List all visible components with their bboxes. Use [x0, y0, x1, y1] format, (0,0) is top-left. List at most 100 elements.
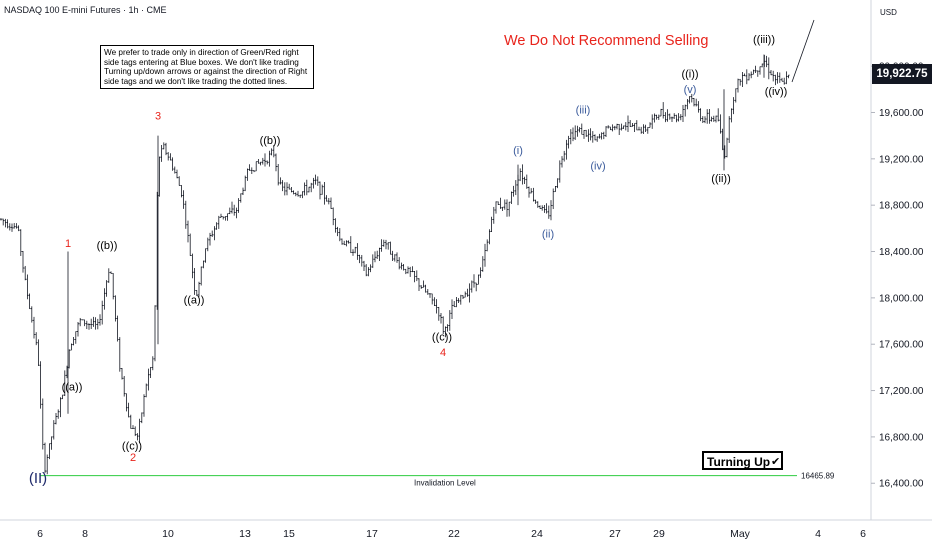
price-bar — [446, 324, 449, 332]
price-bar — [754, 65, 757, 74]
price-bar — [440, 312, 442, 324]
x-tick-label: 13 — [239, 528, 251, 540]
price-bar — [519, 168, 522, 182]
price-bar — [530, 188, 533, 194]
price-bar — [578, 127, 581, 133]
wave-label: (v) — [684, 84, 697, 96]
price-bar — [701, 116, 704, 124]
price-bar — [473, 274, 475, 288]
price-bar — [114, 295, 117, 322]
price-bar — [325, 195, 328, 202]
y-tick-label: 16,400.00 — [879, 479, 924, 490]
y-tick-label: 19,600.00 — [879, 108, 924, 119]
price-bar — [237, 198, 240, 213]
price-bar — [605, 126, 607, 137]
price-bar — [710, 116, 713, 122]
price-bar — [396, 252, 398, 263]
wave-label: ((i)) — [681, 69, 698, 81]
price-bar — [693, 97, 695, 107]
price-bar — [136, 433, 139, 441]
price-bar — [250, 167, 253, 174]
currency-label[interactable]: USD — [880, 8, 897, 17]
price-bar — [651, 114, 654, 129]
price-bar — [444, 326, 447, 338]
price-bar — [176, 169, 178, 179]
price-bar — [547, 205, 550, 219]
price-bar — [429, 293, 431, 298]
last-price-tag: 19,922.75 — [872, 64, 932, 84]
price-bar — [2, 218, 5, 226]
price-bar — [343, 240, 346, 246]
price-bar — [380, 239, 383, 252]
price-bar — [360, 254, 363, 267]
price-bar — [673, 113, 676, 120]
price-bar — [52, 420, 55, 440]
trading-note: We prefer to trade only in direction of … — [100, 45, 314, 90]
price-bar — [695, 98, 698, 107]
price-bar — [140, 412, 143, 424]
price-bar — [354, 246, 357, 254]
price-bar — [312, 177, 315, 189]
price-bar — [272, 144, 275, 158]
price-bar — [457, 298, 460, 303]
price-bar — [268, 150, 271, 167]
price-bar — [770, 70, 772, 76]
price-bar — [772, 70, 775, 82]
price-bar — [708, 109, 711, 124]
x-tick-label: 6 — [37, 528, 43, 540]
price-bar — [244, 175, 247, 192]
price-bar — [662, 102, 665, 119]
price-bar — [187, 220, 189, 243]
price-bar — [385, 239, 387, 250]
price-bar — [129, 414, 132, 429]
price-bar — [732, 97, 735, 115]
price-bar — [776, 72, 779, 84]
price-axis[interactable]: 16,400.00 16,800.00 17,200.00 17,600.00 18,0… — [871, 62, 924, 490]
price-bar — [8, 223, 11, 231]
wave-labels: 3((b))1 ((b))((a))((a))((c))2(II)((c))4(i… — [29, 34, 787, 487]
price-bar — [228, 207, 231, 215]
price-bar — [748, 73, 750, 81]
price-bar — [503, 199, 506, 210]
price-bar — [629, 120, 632, 127]
price-bar — [704, 116, 706, 124]
wave-label: 2 — [130, 452, 136, 464]
price-bar — [402, 264, 405, 271]
price-bar — [314, 174, 317, 185]
price-bar — [596, 136, 599, 142]
price-bar — [72, 337, 75, 346]
wave-label: ((iii)) — [753, 34, 775, 46]
price-bar — [169, 153, 172, 161]
price-bar — [200, 266, 203, 286]
price-bar — [728, 116, 731, 143]
price-bar — [48, 443, 51, 460]
y-tick-label: 16,800.00 — [879, 432, 924, 443]
price-bar — [382, 239, 385, 247]
price-bar — [552, 188, 555, 210]
price-bar — [204, 248, 207, 263]
turning-up-label: Turning Up — [707, 455, 771, 469]
price-bar — [726, 137, 728, 158]
price-bar — [409, 266, 412, 277]
price-bar — [756, 70, 759, 77]
time-axis[interactable]: 6 8 10 13 15 17 22 24 27 29 May 4 6 — [37, 528, 866, 540]
price-bar — [323, 182, 326, 205]
price-bar — [638, 126, 640, 131]
price-bar — [123, 375, 126, 397]
price-bar — [301, 191, 304, 199]
price-bar — [127, 402, 130, 418]
price-bar — [349, 236, 352, 254]
y-tick-label: 18,000.00 — [879, 293, 924, 304]
price-bar — [235, 207, 238, 219]
price-bar — [358, 254, 361, 264]
price-bar — [145, 383, 148, 398]
price-bar — [193, 268, 196, 295]
price-bar — [224, 216, 227, 221]
price-bar — [39, 361, 42, 409]
price-bar — [327, 197, 330, 205]
price-bar — [182, 190, 185, 209]
price-bar — [622, 125, 625, 129]
price-bar — [616, 123, 618, 130]
price-bar — [59, 397, 62, 418]
